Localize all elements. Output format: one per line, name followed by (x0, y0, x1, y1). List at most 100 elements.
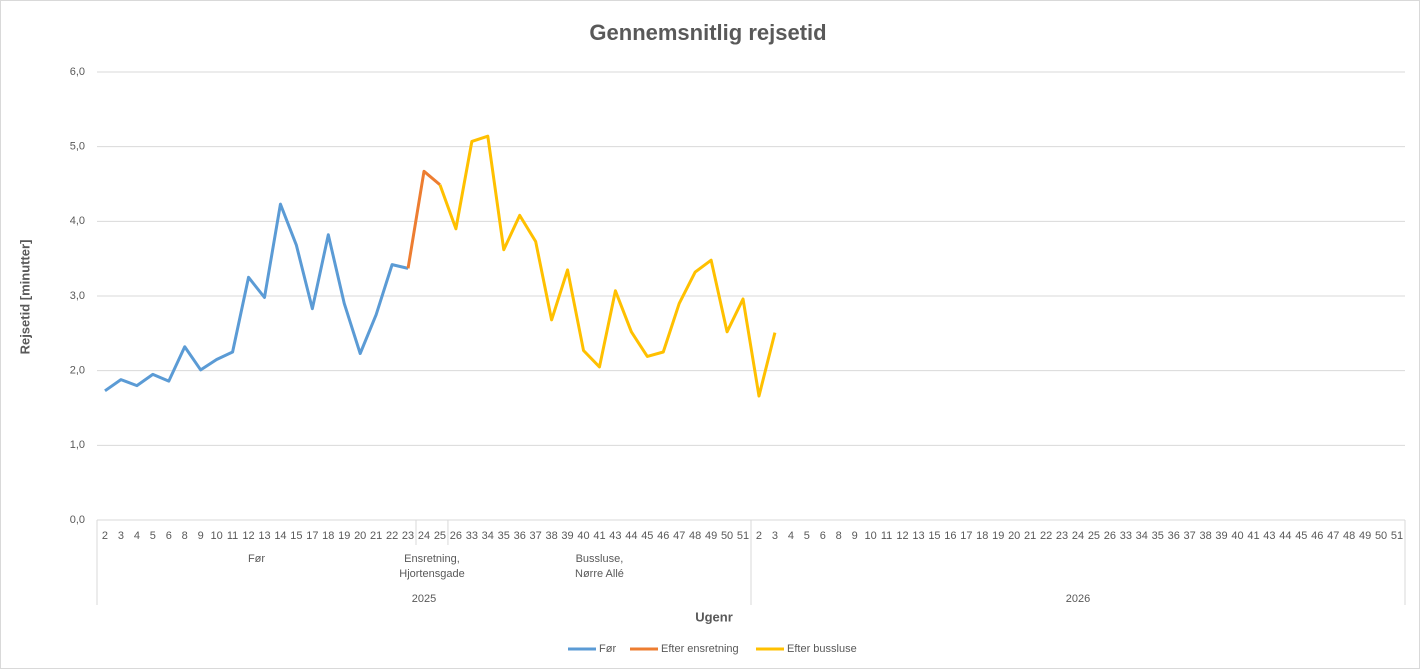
x-tick-label: 44 (625, 530, 637, 542)
y-axis-label: Rejsetid [minutter] (17, 240, 32, 355)
x-tick-label: 18 (976, 530, 988, 542)
x-tick-label: 25 (1088, 530, 1100, 542)
group-label: Ensretning, Hjortensgade (399, 553, 465, 580)
x-tick-label: 39 (561, 530, 573, 542)
x-tick-label: 5 (804, 530, 810, 542)
x-tick-label: 41 (593, 530, 605, 542)
x-tick-label: 40 (1231, 530, 1243, 542)
x-tick-label: 38 (545, 530, 557, 542)
year-label: 2025 (412, 593, 436, 605)
x-tick-label: 51 (737, 530, 749, 542)
x-tick-label: 5 (150, 530, 156, 542)
y-tick-label: 4,0 (70, 215, 85, 227)
y-tick-label: 6,0 (70, 66, 85, 78)
year-label: 2026 (1066, 593, 1090, 605)
x-tick-label: 25 (434, 530, 446, 542)
chart-title: Gennemsnitlig rejsetid (589, 20, 826, 45)
x-tick-label: 20 (1008, 530, 1020, 542)
x-tick-label: 13 (258, 530, 270, 542)
x-tick-label: 9 (852, 530, 858, 542)
x-tick-label: 43 (609, 530, 621, 542)
x-tick-label: 47 (673, 530, 685, 542)
x-tick-label: 3 (118, 530, 124, 542)
x-tick-label: 35 (1152, 530, 1164, 542)
x-tick-label: 41 (1247, 530, 1259, 542)
x-tick-label: 24 (418, 530, 430, 542)
x-tick-label: 37 (530, 530, 542, 542)
x-tick-label: 40 (577, 530, 589, 542)
x-tick-label: 6 (166, 530, 172, 542)
x-tick-label: 22 (1040, 530, 1052, 542)
x-tick-label: 8 (182, 530, 188, 542)
x-tick-label: 50 (721, 530, 733, 542)
x-tick-label: 17 (306, 530, 318, 542)
x-tick-label: 33 (466, 530, 478, 542)
x-tick-label: 18 (322, 530, 334, 542)
x-tick-label: 24 (1072, 530, 1084, 542)
x-tick-label: 11 (881, 530, 892, 542)
legend-label: Efter ensretning (661, 643, 739, 655)
x-tick-label: 11 (227, 530, 238, 542)
x-tick-label: 36 (514, 530, 526, 542)
x-tick-label: 34 (1136, 530, 1148, 542)
x-tick-label: 21 (370, 530, 382, 542)
x-tick-label: 10 (211, 530, 223, 542)
y-tick-label: 3,0 (70, 290, 85, 302)
x-tick-label: 10 (865, 530, 877, 542)
x-tick-label: 50 (1375, 530, 1387, 542)
x-tick-label: 49 (1359, 530, 1371, 542)
group-label: Bussluse, Nørre Allé (575, 553, 624, 580)
x-tick-label: 38 (1199, 530, 1211, 542)
x-tick-label: 4 (134, 530, 140, 542)
x-tick-label: 3 (772, 530, 778, 542)
x-tick-label: 2 (102, 530, 108, 542)
x-tick-label: 6 (820, 530, 826, 542)
x-tick-label: 23 (402, 530, 414, 542)
x-tick-label: 8 (836, 530, 842, 542)
x-tick-label: 44 (1279, 530, 1291, 542)
series-line (406, 169, 441, 269)
x-tick-label: 26 (1104, 530, 1116, 542)
group-label: Før (247, 553, 266, 565)
x-tick-label: 48 (689, 530, 701, 542)
legend-label: Efter bussluse (787, 643, 857, 655)
x-tick-label: 46 (657, 530, 669, 542)
x-tick-label: 12 (896, 530, 908, 542)
x-tick-label: 37 (1184, 530, 1196, 542)
x-tick-label: 39 (1215, 530, 1227, 542)
x-tick-label: 13 (912, 530, 924, 542)
x-tick-label: 48 (1343, 530, 1355, 542)
x-tick-label: 19 (338, 530, 350, 542)
x-tick-label: 51 (1391, 530, 1403, 542)
x-tick-label: 21 (1024, 530, 1036, 542)
x-tick-label: 43 (1263, 530, 1275, 542)
x-tick-label: 16 (944, 530, 956, 542)
x-tick-label: 33 (1120, 530, 1132, 542)
x-tick-label: 45 (1295, 530, 1307, 542)
x-tick-label: 20 (354, 530, 366, 542)
x-tick-label: 17 (960, 530, 972, 542)
x-tick-label: 9 (198, 530, 204, 542)
series-line (438, 134, 777, 398)
x-tick-label: 47 (1327, 530, 1339, 542)
x-tick-label: 22 (386, 530, 398, 542)
y-tick-label: 2,0 (70, 365, 85, 377)
x-tick-label: 49 (705, 530, 717, 542)
x-tick-label: 15 (290, 530, 302, 542)
y-tick-label: 5,0 (70, 141, 85, 153)
x-axis-label: Ugenr (695, 609, 733, 624)
x-tick-label: 35 (498, 530, 510, 542)
y-tick-label: 0,0 (70, 514, 85, 526)
legend-label: Før (599, 643, 616, 655)
x-tick-label: 4 (788, 530, 794, 542)
x-tick-label: 15 (928, 530, 940, 542)
x-tick-label: 23 (1056, 530, 1068, 542)
x-tick-label: 2 (756, 530, 762, 542)
x-tick-label: 26 (450, 530, 462, 542)
series-line (104, 202, 409, 393)
x-tick-label: 19 (992, 530, 1004, 542)
y-tick-label: 1,0 (70, 439, 85, 451)
